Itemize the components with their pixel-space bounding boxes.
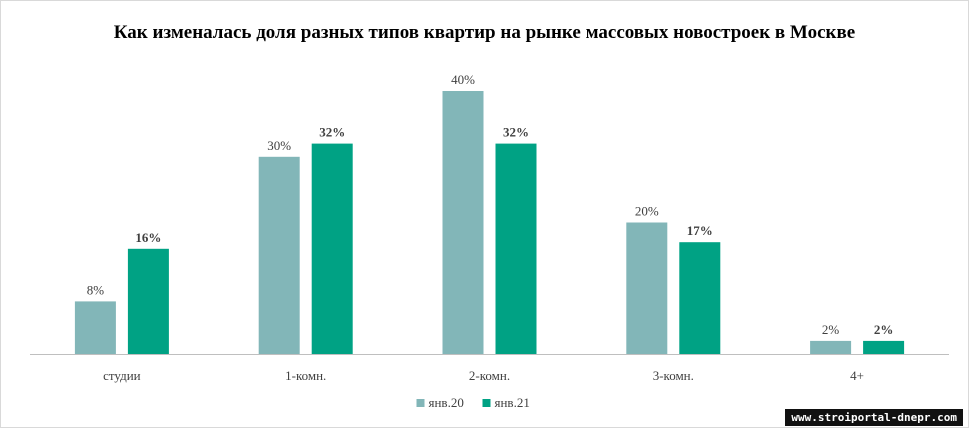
legend-label: янв.21 <box>495 395 530 410</box>
bar-jan21-1 <box>311 143 353 354</box>
data-label: 8% <box>87 282 105 297</box>
bar-jan21-4 <box>863 340 905 355</box>
data-label: 32% <box>503 125 529 140</box>
watermark: www.stroiportal-dnepr.com <box>785 409 963 426</box>
legend-swatch <box>416 399 425 407</box>
bar-jan21-0 <box>127 248 169 354</box>
bar-jan21-2 <box>495 143 537 354</box>
data-label: 16% <box>135 230 161 245</box>
data-label: 40% <box>451 72 475 87</box>
bar-jan21-3 <box>679 242 721 354</box>
legend: янв.20 янв.21 <box>416 395 530 410</box>
data-label: 2% <box>874 322 894 337</box>
data-label: 32% <box>319 125 345 140</box>
category-label: студии <box>103 368 141 383</box>
data-label: 30% <box>267 138 291 153</box>
category-label: 2-комн. <box>469 368 510 383</box>
bar-jan20-3 <box>626 222 668 354</box>
legend-label: янв.20 <box>429 395 464 410</box>
category-labels: студии 1-комн. 2-комн. 3-комн. 4+ <box>103 368 864 383</box>
legend-swatch <box>482 399 491 407</box>
data-label: 17% <box>687 223 713 238</box>
category-label: 4+ <box>850 368 864 383</box>
bar-jan20-0 <box>74 301 116 354</box>
chart-title: Как изменалась доля разных типов квартир… <box>113 22 856 43</box>
data-label: 20% <box>635 204 659 219</box>
data-label: 2% <box>822 322 840 337</box>
category-label: 3-комн. <box>653 368 694 383</box>
category-label: 1-комн. <box>285 368 326 383</box>
bar-jan20-4 <box>810 340 852 355</box>
bars-layer: 8% 16% 30% 32% 40% 32% 20% 17% 2% 2% <box>74 72 905 355</box>
bar-jan20-1 <box>258 156 300 355</box>
bar-jan20-2 <box>442 91 484 354</box>
